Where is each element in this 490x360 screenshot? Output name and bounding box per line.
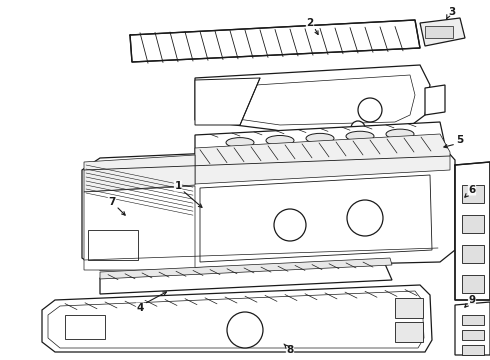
Text: 3: 3 <box>448 7 456 17</box>
Text: 8: 8 <box>286 345 294 355</box>
Bar <box>88 230 138 260</box>
Polygon shape <box>195 134 450 184</box>
Text: 5: 5 <box>456 135 464 145</box>
Ellipse shape <box>346 131 374 141</box>
Polygon shape <box>195 78 260 125</box>
Bar <box>462 275 484 293</box>
Ellipse shape <box>266 135 294 145</box>
Polygon shape <box>100 264 392 294</box>
Bar <box>395 298 423 318</box>
Text: 6: 6 <box>468 185 476 195</box>
Bar <box>462 315 484 325</box>
Circle shape <box>358 98 382 122</box>
Bar <box>462 245 484 263</box>
Ellipse shape <box>306 133 334 143</box>
Polygon shape <box>210 75 415 125</box>
Text: 7: 7 <box>108 197 116 207</box>
Polygon shape <box>82 143 455 270</box>
Polygon shape <box>420 18 465 46</box>
Ellipse shape <box>386 129 414 139</box>
Polygon shape <box>84 186 195 270</box>
Polygon shape <box>130 20 420 62</box>
Bar <box>395 322 423 342</box>
Polygon shape <box>42 285 432 352</box>
Polygon shape <box>84 155 195 192</box>
Text: 2: 2 <box>306 18 314 28</box>
Polygon shape <box>200 175 432 262</box>
Circle shape <box>274 209 306 241</box>
Polygon shape <box>195 122 445 158</box>
Polygon shape <box>425 85 445 115</box>
Polygon shape <box>455 302 490 355</box>
Circle shape <box>351 121 365 135</box>
Bar <box>425 26 453 38</box>
Circle shape <box>227 312 263 348</box>
Bar <box>65 315 105 339</box>
Bar <box>462 345 484 355</box>
Polygon shape <box>100 258 392 279</box>
Bar <box>462 330 484 340</box>
Text: 4: 4 <box>136 303 144 313</box>
Polygon shape <box>48 291 424 348</box>
Text: 1: 1 <box>174 181 182 191</box>
Text: 9: 9 <box>468 295 476 305</box>
Ellipse shape <box>226 138 254 148</box>
Polygon shape <box>195 65 430 140</box>
Circle shape <box>347 200 383 236</box>
Polygon shape <box>455 162 490 300</box>
Bar <box>462 215 484 233</box>
Bar <box>462 185 484 203</box>
